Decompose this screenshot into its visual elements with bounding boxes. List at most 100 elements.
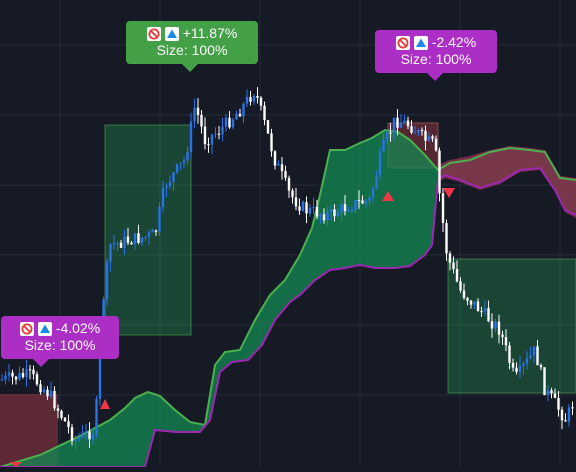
- candle-body: [347, 210, 350, 212]
- candle-body: [287, 177, 291, 191]
- arrow-up-box-icon: [164, 26, 179, 41]
- candle-body: [301, 202, 305, 211]
- candlesticks: [0, 87, 574, 450]
- buy-signal-marker: [382, 191, 394, 201]
- candle-body: [14, 376, 18, 380]
- candle-body: [21, 373, 25, 378]
- candle-body: [539, 365, 543, 368]
- candle-body: [112, 243, 116, 245]
- candle-body: [186, 151, 189, 161]
- candle-body: [571, 407, 574, 409]
- candle-body: [291, 190, 294, 198]
- candle-body: [315, 206, 319, 217]
- candle-body: [39, 384, 42, 393]
- candle-body: [123, 236, 126, 248]
- candle-body: [200, 114, 203, 127]
- candle-body: [434, 138, 438, 151]
- candle-body: [280, 164, 284, 172]
- candle-body: [242, 103, 245, 117]
- candle-body: [175, 164, 179, 173]
- candle-body: [263, 105, 266, 121]
- candle-body: [350, 209, 354, 211]
- candle-body: [441, 193, 445, 224]
- candle-body: [511, 362, 515, 368]
- candle-body: [343, 204, 347, 212]
- trade-zone-win: [447, 258, 576, 394]
- buy-signal-marker: [100, 399, 110, 409]
- candle-body: [179, 162, 182, 165]
- trade-zones: [0, 122, 576, 467]
- candle-body: [284, 171, 287, 178]
- candle-body: [476, 301, 480, 312]
- candle-body: [18, 373, 21, 380]
- candle-body: [406, 120, 410, 127]
- sell-signal-marker: [443, 188, 455, 198]
- candle-body: [459, 281, 462, 291]
- candle-body: [168, 181, 172, 187]
- candle-body: [95, 398, 98, 435]
- candle-body: [32, 369, 35, 375]
- candle-body: [410, 126, 413, 133]
- candle-body: [452, 262, 455, 270]
- candle-body: [497, 321, 501, 335]
- trade-badge-win[interactable]: +11.87% Size: 100%: [126, 21, 258, 72]
- candle-body: [564, 420, 567, 422]
- candle-body: [217, 133, 221, 135]
- candle-body: [193, 107, 196, 122]
- badge-pointer: [427, 73, 443, 81]
- candle-body: [508, 345, 511, 363]
- candle-body: [560, 409, 564, 421]
- candle-body: [147, 232, 151, 237]
- candle-body: [252, 95, 256, 102]
- candle-body: [529, 355, 532, 359]
- trend-cloud: [0, 128, 576, 468]
- candle-body: [504, 337, 508, 346]
- trade-badge-loss-left[interactable]: -4.02% Size: 100%: [1, 316, 119, 367]
- badge-pointer: [182, 64, 198, 72]
- candle-body: [273, 151, 277, 166]
- trade-badge-loss-right[interactable]: -2.42% Size: 100%: [375, 30, 497, 81]
- candle-body: [336, 212, 340, 217]
- candle-body: [312, 206, 315, 208]
- candle-body: [196, 107, 200, 115]
- candle-body: [490, 321, 494, 329]
- candle-body: [84, 431, 88, 433]
- candle-body: [228, 117, 231, 128]
- candle-body: [245, 96, 249, 104]
- candle-body: [340, 204, 343, 213]
- candle-body: [494, 321, 497, 329]
- candle-body: [35, 374, 39, 385]
- candle-body: [105, 261, 109, 300]
- candle-body: [91, 434, 95, 440]
- candle-body: [56, 408, 60, 411]
- candle-body: [378, 151, 382, 176]
- candle-body: [182, 160, 186, 163]
- candle-body: [357, 200, 361, 202]
- candle-body: [98, 344, 102, 399]
- candle-body: [413, 132, 417, 134]
- candle-body: [487, 308, 490, 322]
- candle-body: [375, 175, 378, 189]
- candle-body: [4, 375, 7, 380]
- candle-body: [277, 164, 280, 166]
- candle-body: [515, 367, 518, 373]
- candle-body: [557, 397, 560, 410]
- candle-body: [389, 132, 392, 134]
- candle-body: [53, 390, 56, 409]
- candle-body: [298, 206, 301, 211]
- candle-body: [154, 230, 158, 232]
- candle-body: [326, 212, 329, 221]
- candle-body: [266, 120, 270, 134]
- candle-body: [424, 130, 427, 141]
- candle-body: [333, 209, 336, 217]
- candle-body: [221, 126, 224, 135]
- candle-body: [126, 236, 130, 243]
- candle-body: [462, 290, 466, 298]
- candle-body: [518, 365, 522, 373]
- candle-body: [63, 417, 67, 422]
- trade-size: Size: 100%: [156, 42, 228, 58]
- candle-body: [74, 439, 77, 441]
- candle-body: [259, 97, 263, 106]
